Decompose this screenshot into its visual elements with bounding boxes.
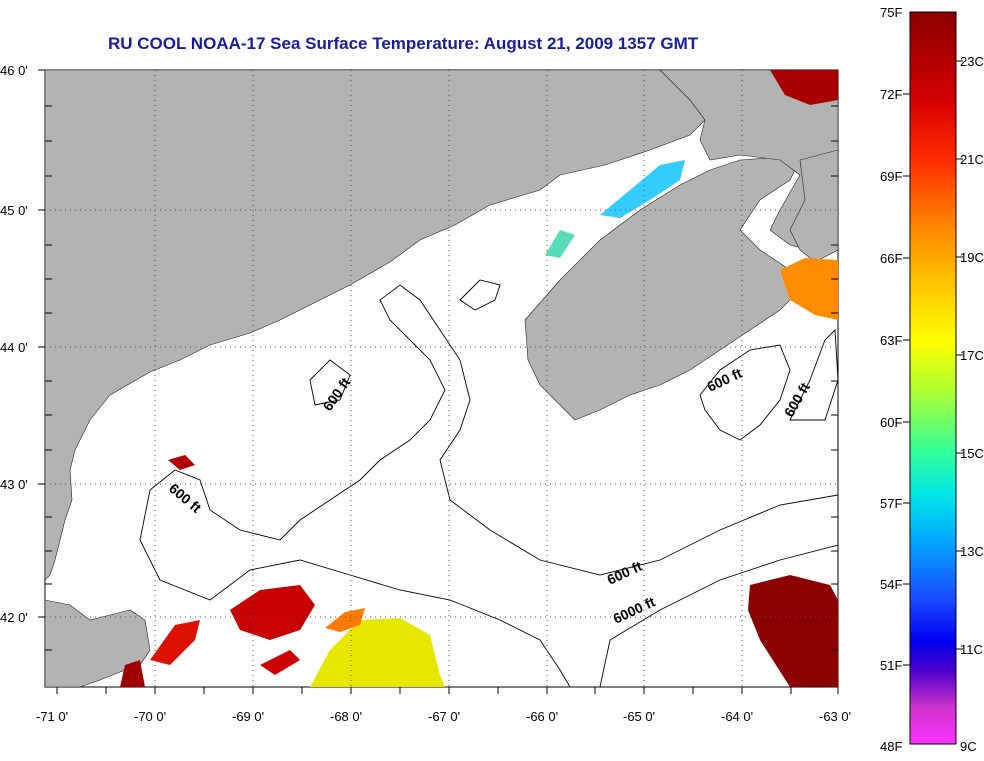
sst-patch-yellow (310, 618, 445, 687)
cbar-f-label: 54F (880, 577, 902, 592)
lat-label: 42 0' (0, 610, 28, 625)
lon-label: -68 0' (330, 709, 362, 724)
sst-patch-orange (325, 608, 365, 632)
lon-label: -65 0' (623, 709, 655, 724)
cbar-c-label: 17C (960, 348, 984, 363)
map-title: RU COOL NOAA-17 Sea Surface Temperature:… (108, 34, 699, 53)
cbar-c-label: 15C (960, 446, 984, 461)
cbar-f-label: 63F (880, 333, 902, 348)
colorbar (909, 11, 957, 745)
cbar-f-label: 75F (880, 5, 902, 20)
land-maine (45, 70, 706, 581)
lon-label: -63 0' (819, 709, 851, 724)
cbar-f-label: 60F (880, 415, 902, 430)
cbar-c-label: 19C (960, 250, 984, 265)
colorbar-c-labels: 23C 21C 19C 17C 15C 13C 11C 9C (960, 54, 984, 754)
cbar-f-label: 72F (880, 87, 902, 102)
lat-label: 45 0' (0, 203, 28, 218)
cbar-f-label: 66F (880, 251, 902, 266)
colorbar-ticks (903, 60, 963, 666)
cbar-f-label: 57F (880, 496, 902, 511)
lat-label: 43 0' (0, 477, 28, 492)
sst-patch-south-edge (120, 660, 145, 687)
colorbar-f-labels: 75F 72F 69F 66F 63F 60F 57F 54F 51F 48F (880, 5, 902, 754)
lon-label: -64 0' (721, 709, 753, 724)
lon-label: -69 0' (232, 709, 264, 724)
cbar-f-label: 48F (880, 739, 902, 754)
lon-label: -71 0' (36, 709, 68, 724)
sst-patch-scotian (780, 258, 838, 320)
cbar-f-label: 69F (880, 169, 902, 184)
land-cape-cod (45, 599, 151, 687)
sst-patch-georges-red (230, 585, 315, 640)
cbar-c-label: 13C (960, 544, 984, 559)
axis-ticks (38, 69, 839, 694)
sst-patch-se (748, 575, 838, 687)
sst-patch-georges-red2 (260, 650, 300, 675)
cbar-f-label: 51F (880, 658, 902, 673)
longitude-labels: -71 0' -70 0' -69 0' -68 0' -67 0' -66 0… (36, 709, 851, 724)
lon-label: -66 0' (526, 709, 558, 724)
sst-patch-ne (770, 70, 838, 105)
latitude-labels: 46 0' 45 0' 44 0' 43 0' 42 0' (0, 63, 28, 625)
lon-label: -70 0' (134, 709, 166, 724)
lon-label: -67 0' (428, 709, 460, 724)
sst-patch-fundy2 (545, 230, 575, 258)
cbar-c-label: 23C (960, 54, 984, 69)
cbar-c-label: 9C (960, 739, 977, 754)
sst-patch-cape-red (150, 620, 200, 665)
cbar-c-label: 11C (960, 642, 983, 657)
lat-label: 46 0' (0, 63, 28, 78)
graticule (45, 70, 838, 687)
depth-contours (139, 279, 838, 687)
cbar-c-label: 21C (960, 152, 984, 167)
lat-label: 44 0' (0, 340, 28, 355)
sst-patch-nw (168, 455, 195, 470)
sst-patch-fundy (600, 160, 685, 218)
land-cape-breton (789, 149, 838, 263)
